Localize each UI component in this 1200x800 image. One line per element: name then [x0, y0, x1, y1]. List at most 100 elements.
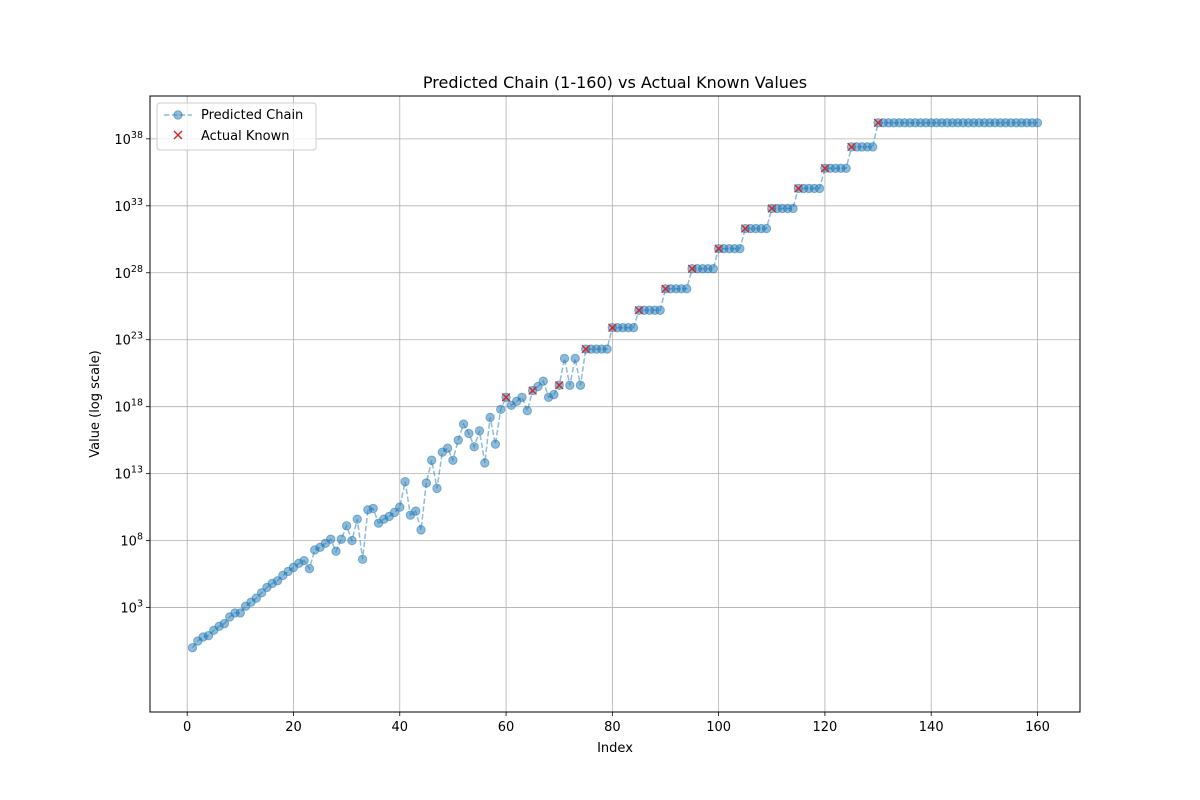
predicted-point — [485, 412, 495, 423]
predicted-point — [235, 608, 246, 618]
predicted-point — [708, 264, 719, 274]
legend-label-predicted: Predicted Chain — [201, 108, 303, 123]
legend-label-actual: Actual Known — [201, 129, 289, 144]
predicted-point — [458, 419, 469, 429]
actual-known-marker — [767, 204, 777, 213]
x-tick-label: 100 — [706, 720, 731, 735]
legend-marker-actual — [173, 130, 183, 140]
predicted-point — [341, 521, 352, 531]
actual-marker-stroke — [554, 380, 564, 390]
predicted-point — [426, 455, 437, 465]
x-tick-label: 140 — [919, 720, 944, 735]
predicted-point — [602, 344, 612, 354]
actual-marker-stroke — [820, 164, 830, 173]
predicted-point — [761, 223, 772, 234]
actual-known-marker — [740, 224, 750, 233]
predicted-point — [187, 643, 198, 653]
actual-marker-stroke — [767, 204, 777, 213]
predicted-point — [347, 535, 357, 546]
predicted-point — [474, 426, 485, 436]
predicted-point — [575, 380, 586, 390]
predicted-point — [469, 442, 479, 452]
x-axis-label: Index — [597, 741, 633, 756]
predicted-point — [304, 564, 315, 574]
actual-known-marker — [661, 284, 670, 294]
legend-marker-predicted — [173, 110, 183, 120]
predicted-point — [464, 428, 474, 439]
chart-title: Predicted Chain (1-160) vs Actual Known … — [423, 73, 807, 92]
predicted-point — [628, 322, 639, 333]
actual-known-marker — [554, 380, 564, 390]
predicted-point — [490, 439, 501, 449]
x-tick-label: 20 — [285, 720, 302, 735]
actual-known-marker — [687, 264, 697, 274]
actual-marker-stroke — [873, 118, 883, 128]
predicted-point — [219, 618, 230, 629]
legend-frame — [156, 102, 317, 151]
predicted-point — [559, 353, 570, 364]
predicted-point — [400, 476, 410, 487]
predicted-point — [453, 435, 463, 445]
actual-known-marker — [847, 142, 856, 152]
x-tick-label: 0 — [183, 720, 191, 735]
actual-marker-stroke — [528, 386, 537, 395]
actual-marker-stroke — [740, 224, 750, 233]
x-tick-label: 40 — [391, 720, 408, 735]
predicted-point — [522, 405, 533, 416]
predicted-point — [421, 478, 432, 488]
predicted-point — [517, 392, 527, 403]
actual-marker-stroke — [608, 323, 617, 332]
predicted-point — [411, 506, 421, 516]
predicted-point — [549, 389, 559, 400]
predicted-point — [325, 534, 336, 544]
legend: Predicted Chain Actual Known — [156, 102, 317, 151]
actual-marker-stroke — [794, 184, 803, 193]
predicted-point — [442, 443, 453, 453]
predicted-point — [735, 243, 745, 254]
predicted-point — [496, 404, 506, 415]
predicted-point — [448, 455, 458, 465]
predicted-point — [655, 305, 665, 315]
actual-marker-stroke — [634, 305, 644, 315]
actual-known-marker — [873, 118, 883, 128]
predicted-point — [352, 514, 362, 524]
predicted-point — [841, 163, 851, 174]
predicted-point — [395, 502, 405, 512]
actual-marker-stroke — [581, 344, 591, 354]
predicted-point — [416, 525, 426, 535]
actual-known-marker — [528, 386, 537, 395]
predicted-point — [432, 483, 442, 494]
actual-marker-stroke — [661, 284, 670, 294]
predicted-point — [299, 555, 309, 566]
predicted-point — [788, 203, 798, 214]
predicted-point — [868, 142, 878, 152]
predicted-point — [565, 380, 575, 390]
predicted-point — [480, 458, 490, 468]
actual-known-marker — [794, 184, 803, 193]
predicted-point — [1032, 118, 1043, 128]
actual-marker-stroke — [687, 264, 697, 274]
predicted-point — [368, 503, 378, 514]
predicted-point — [331, 546, 341, 557]
plot-frame — [149, 95, 1081, 713]
actual-known-marker — [608, 323, 617, 332]
actual-known-marker — [714, 244, 723, 253]
x-tick-label: 160 — [1025, 720, 1050, 735]
actual-known-marker — [501, 393, 511, 402]
actual-known-marker — [820, 164, 830, 173]
actual-marker-stroke — [847, 142, 856, 152]
x-tick-label: 120 — [813, 720, 838, 735]
x-tick-label: 80 — [604, 720, 621, 735]
actual-marker-stroke — [501, 393, 511, 402]
actual-known-marker — [634, 305, 644, 315]
predicted-point — [357, 554, 368, 565]
x-tick-label: 60 — [498, 720, 515, 735]
predicted-point — [570, 353, 580, 364]
predicted-point — [336, 534, 347, 544]
actual-marker-stroke — [714, 244, 723, 253]
y-axis-label: Value (log scale) — [88, 350, 103, 457]
predicted-point — [814, 183, 825, 194]
actual-known-marker — [581, 344, 591, 354]
